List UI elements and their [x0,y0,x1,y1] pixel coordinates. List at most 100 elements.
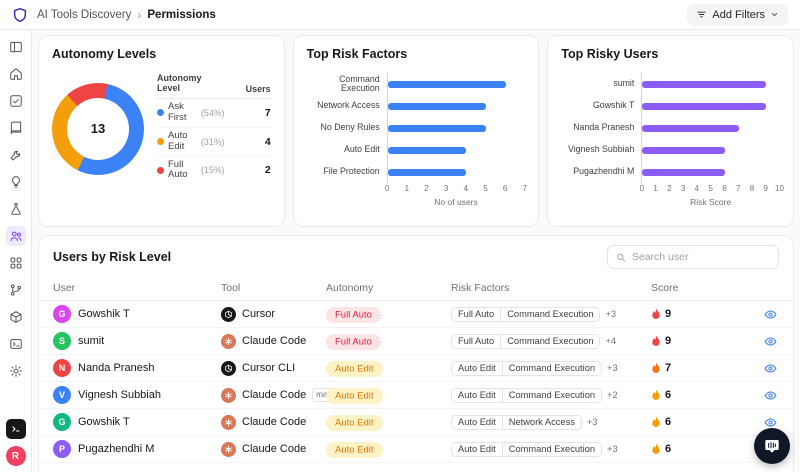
axis-tick: 0 [637,184,646,193]
eye-icon [764,335,777,348]
view-user-button[interactable] [762,360,779,377]
apps-grid-icon[interactable] [6,253,26,273]
top-header: AI Tools Discovery › Permissions Add Fil… [0,0,800,30]
score-cell: 9 [651,308,726,320]
bar [388,81,506,88]
legend-percentage: (31%) [201,137,224,147]
table-row[interactable]: V Vignesh Subbiah Claude Codemax Auto Ed… [39,382,793,409]
docs-icon[interactable] [6,118,26,138]
sidebar-item-permissions[interactable] [6,226,26,246]
autonomy-legend-rows: Ask First (54%) 7 Auto Edit (31%) 4 Full… [157,99,271,185]
axis-tick: 5 [481,184,490,193]
tool-name: Claude Code [242,335,306,347]
add-filters-button[interactable]: Add Filters [687,4,788,26]
experiments-icon[interactable] [6,199,26,219]
chevron-down-icon [770,10,779,19]
bar-label: No Deny Rules [307,123,387,132]
legend-row: Auto Edit (31%) 4 [157,128,271,157]
breadcrumb-root[interactable]: AI Tools Discovery [37,9,131,21]
avatar: V [53,386,71,404]
bar-track [641,117,780,139]
tool-cell: Cursor CLI [221,361,326,376]
tool-cell: Claude Code [221,415,326,430]
view-user-button[interactable] [762,387,779,404]
card-title: Autonomy Levels [52,47,271,61]
users-icon [9,229,23,243]
claude-logo-icon [221,388,236,403]
risk-factors-cell: Auto EditCommand Execution +3 [451,442,651,457]
autonomy-levels-card: Autonomy Levels 13 Autonomy Level Users … [38,35,285,227]
legend-row: Ask First (54%) 7 [157,99,271,128]
terminal-icon[interactable] [6,419,26,439]
table-row[interactable]: P Pugazhendhi M Claude Code Auto Edit Au… [39,436,793,463]
risk-chip: Command Execution [500,335,599,348]
axis-tick: 4 [461,184,470,193]
table-title: Users by Risk Level [53,250,171,264]
bar-label: Pugazhendhi M [561,167,641,176]
table-row[interactable]: N Nanda Pranesh Cursor CLI Auto Edit Aut… [39,355,793,382]
main-content: Autonomy Levels 13 Autonomy Level Users … [32,30,800,472]
bar-label: Command Execution [307,75,387,93]
legend-users-count: 7 [265,107,271,119]
settings-gear-icon[interactable] [6,361,26,381]
chat-widget-button[interactable] [754,428,790,464]
table-row[interactable]: G Gowshik T Cursor Full Auto Full AutoCo… [39,301,793,328]
user-name: Pugazhendhi M [78,443,154,455]
view-user-button[interactable] [762,333,779,350]
claude-logo-icon [221,334,236,349]
table-body: G Gowshik T Cursor Full Auto Full AutoCo… [39,301,793,463]
user-avatar[interactable]: R [6,446,26,466]
score-cell: 7 [651,362,726,374]
eye-icon [764,389,777,402]
tools-icon[interactable] [6,145,26,165]
tasks-icon[interactable] [6,91,26,111]
bar-row: sumit [561,73,780,95]
home-icon[interactable] [6,64,26,84]
tool-cell: Claude Code [221,442,326,457]
bar [642,103,766,110]
autonomy-badge: Auto Edit [326,415,383,431]
bar-row: Network Access [307,95,526,117]
search-user-input[interactable] [632,251,770,263]
view-user-button[interactable] [762,306,779,323]
avatar: S [53,332,71,350]
axis-tick: 5 [706,184,715,193]
score-cell: 6 [651,443,726,455]
tool-cell: Cursor [221,307,326,322]
legend-dot [157,167,164,174]
col-risk-factors: Risk Factors [451,282,651,294]
score-value: 6 [665,443,671,455]
table-row[interactable]: G Gowshik T Claude Code Auto Edit Auto E… [39,409,793,436]
axis-tick: 7 [520,184,529,193]
axis-tick: 1 [651,184,660,193]
ideas-icon[interactable] [6,172,26,192]
packages-box-icon[interactable] [6,307,26,327]
autonomy-donut: 13 [52,83,144,175]
bar-label: Vignesh Subbiah [561,145,641,154]
eye-icon [764,308,777,321]
axis-tick: 6 [720,184,729,193]
risk-chip: Full Auto [452,308,500,321]
legend-label: Full Auto [168,160,197,181]
legend-label: Ask First [168,102,197,123]
user-name: Nanda Pranesh [78,362,154,374]
bar-track [641,95,780,117]
tool-name: Cursor CLI [242,362,295,374]
code-terminal-icon[interactable] [6,334,26,354]
breadcrumb-current: Permissions [147,9,215,21]
table-row[interactable]: S sumit Claude Code Full Auto Full AutoC… [39,328,793,355]
tool-name: Cursor [242,308,275,320]
chat-icon [764,438,780,454]
bar-track [641,73,780,95]
breadcrumb-separator: › [137,8,141,22]
axis-tick: 6 [501,184,510,193]
avatar: G [53,305,71,323]
integrations-branch-icon[interactable] [6,280,26,300]
axis-tick: 3 [679,184,688,193]
risk-factors-cell: Auto EditNetwork Access +3 [451,415,651,430]
col-tool: Tool [221,282,326,294]
bar-row: File Protection [307,161,526,183]
sidebar-toggle-icon[interactable] [6,37,26,57]
legend-row: Full Auto (15%) 2 [157,156,271,184]
top-risk-factors-card: Top Risk Factors Command Execution Netwo… [293,35,540,227]
